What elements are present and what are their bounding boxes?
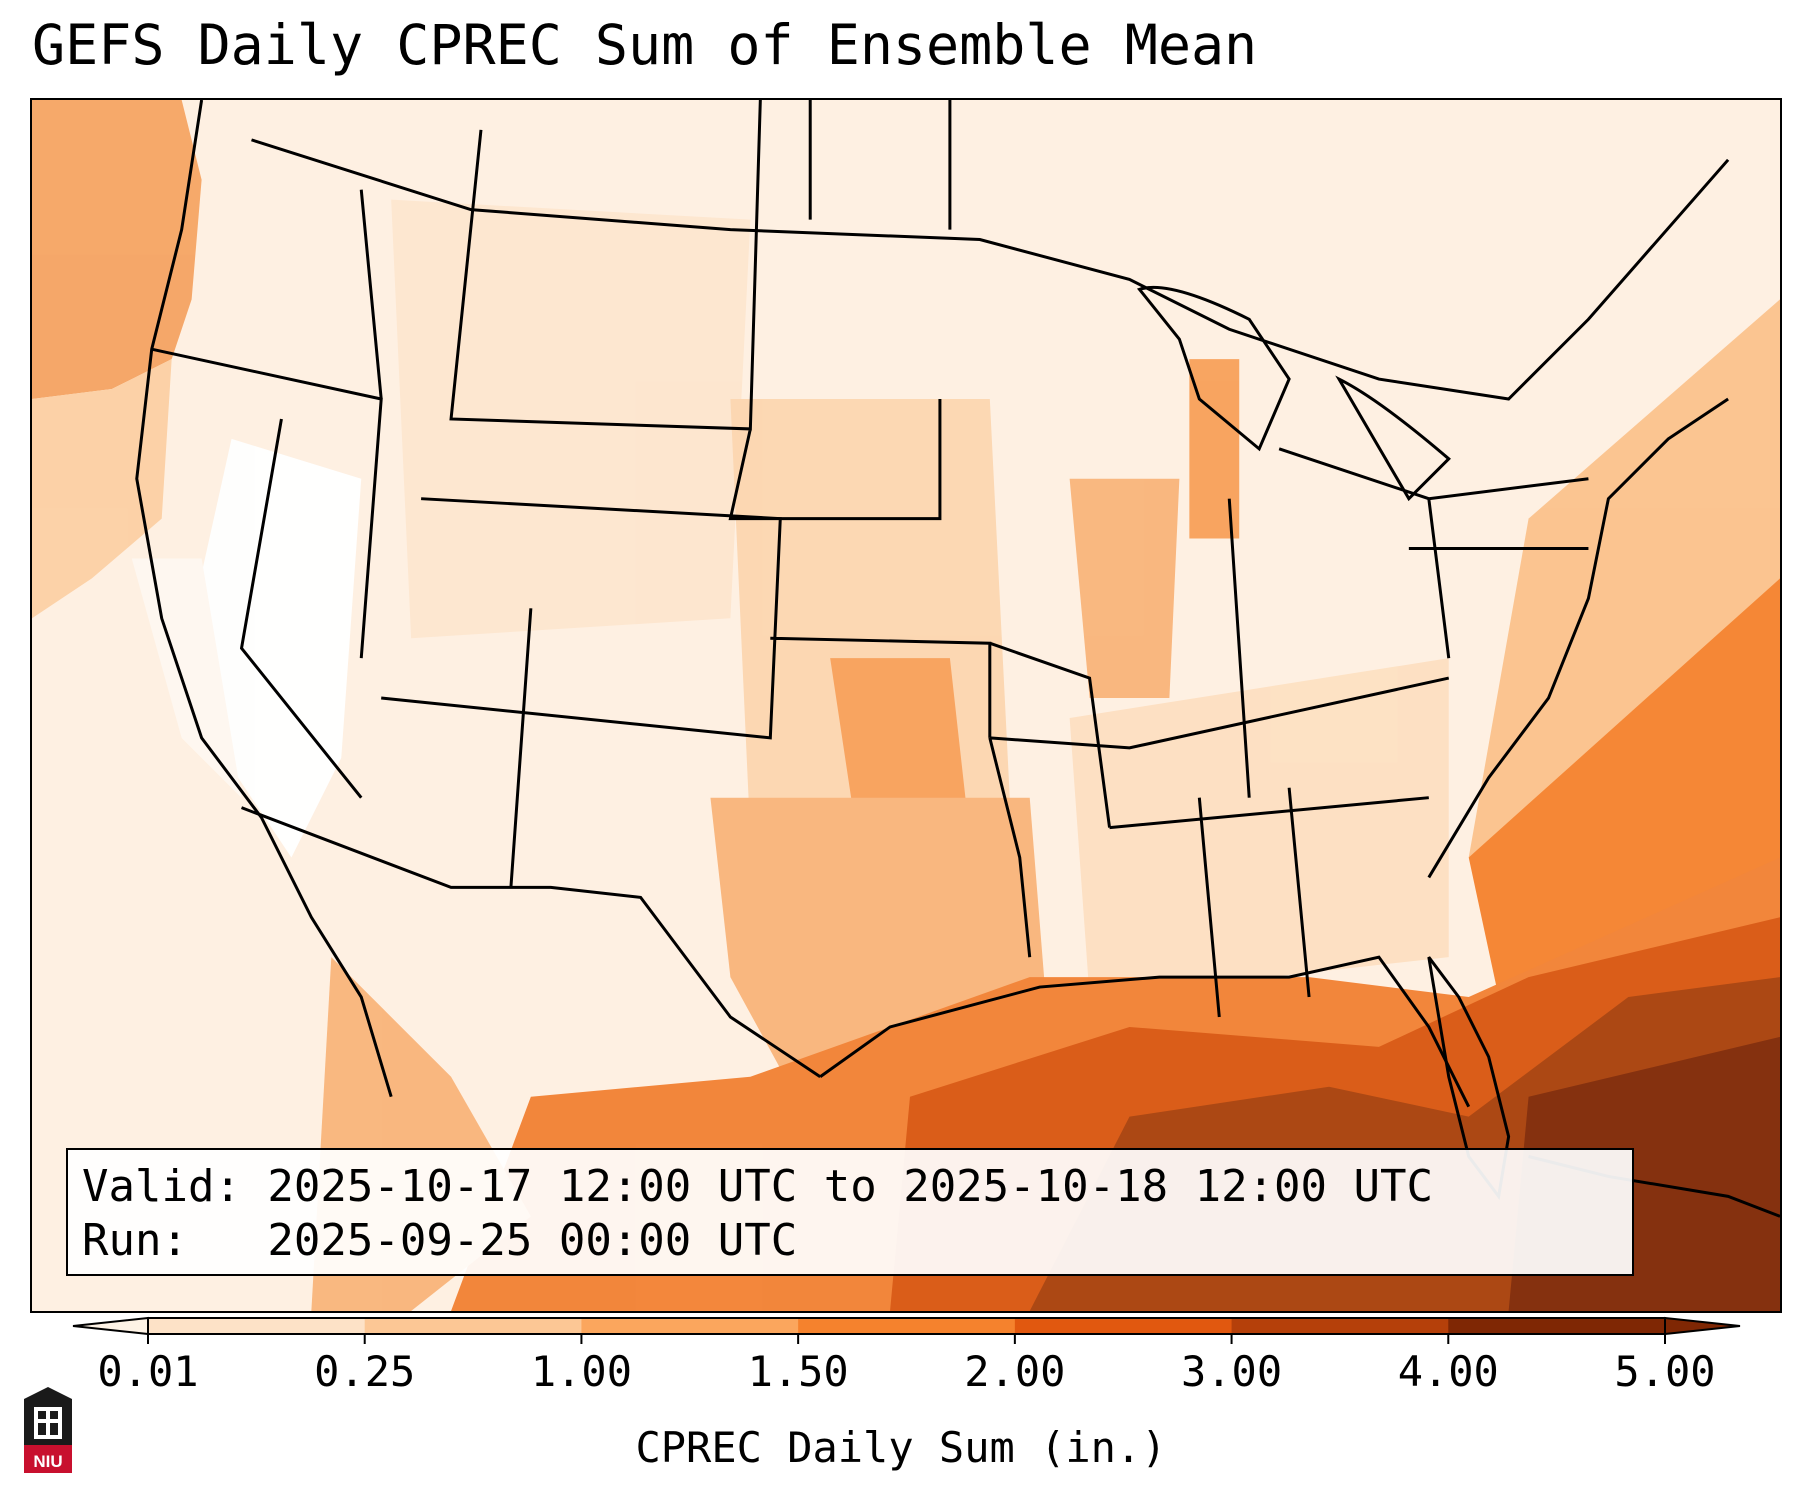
boundary-lines <box>135 100 1780 1218</box>
precip-lake-michigan <box>1189 359 1240 539</box>
colorbar-segment <box>364 1318 582 1334</box>
colorbar-tick-label: 4.00 <box>1398 1347 1499 1396</box>
colorbar-tick-label: 1.00 <box>531 1347 632 1396</box>
colorbar-border <box>147 1317 1666 1335</box>
page-title: GEFS Daily CPREC Sum of Ensemble Mean <box>32 13 1258 77</box>
colorbar-segment <box>1231 1318 1449 1334</box>
colorbar-extend-max <box>1664 1316 1741 1336</box>
colorbar-tick-label: 2.00 <box>964 1347 1065 1396</box>
colorbar-segment <box>148 1318 366 1334</box>
colorbar-tick-label: 3.00 <box>1181 1347 1282 1396</box>
precipitation-map <box>32 100 1780 1311</box>
coastline-gulf <box>819 955 1471 1108</box>
colorbar-segment <box>1448 1318 1666 1334</box>
colorbar-tick-label: 1.50 <box>748 1347 849 1396</box>
colorbar-tick-label: 5.00 <box>1614 1347 1715 1396</box>
colorbar-segment <box>1014 1318 1233 1334</box>
state-lines-north <box>449 100 952 521</box>
valid-line: Valid: 2025-10-17 12:00 UTC to 2025-10-1… <box>82 1161 1434 1212</box>
coastline-west <box>135 100 393 1098</box>
border-canada <box>251 138 1730 401</box>
colorbar: 0.01 0.25 1.00 1.50 2.00 3.00 4.00 5.00 CPREC D… <box>72 1316 1741 1472</box>
validity-info-box: Valid: 2025-10-17 12:00 UTC to 2025-10-1… <box>66 1148 1634 1276</box>
border-mexico <box>240 806 822 1079</box>
colorbar-tick-label: 0.25 <box>314 1347 415 1396</box>
great-lakes <box>1136 285 1451 502</box>
run-line: Run: 2025-09-25 00:00 UTC <box>82 1215 798 1266</box>
precip-rockies <box>391 199 751 639</box>
colorbar-segment <box>798 1318 1016 1334</box>
precip-illinois <box>1069 478 1180 699</box>
svg-text:NIU: NIU <box>33 1452 62 1471</box>
colorbar-segment <box>581 1318 799 1334</box>
colorbar-ticks: 0.01 0.25 1.00 1.50 2.00 3.00 4.00 5.00 <box>97 1334 1716 1396</box>
state-lines-south <box>988 676 1450 1018</box>
colorbar-extend-min <box>72 1316 149 1336</box>
colorbar-tick-label: 0.01 <box>97 1347 198 1396</box>
state-lines-east <box>1227 447 1589 798</box>
colorbar-label: CPREC Daily Sum (in.) <box>635 1423 1166 1472</box>
map-panel <box>30 98 1782 1313</box>
precip-atlantic-band-light <box>1468 299 1780 858</box>
precip-southeast <box>1069 658 1449 998</box>
state-lines-central <box>381 497 1112 888</box>
state-lines-west <box>151 189 383 799</box>
colorbar-segments <box>72 1316 1741 1336</box>
niu-logo: NIU <box>24 1387 72 1473</box>
precip-california-coast <box>131 558 242 798</box>
precip-pacific-light <box>32 359 172 619</box>
coastline-east <box>1427 397 1729 879</box>
